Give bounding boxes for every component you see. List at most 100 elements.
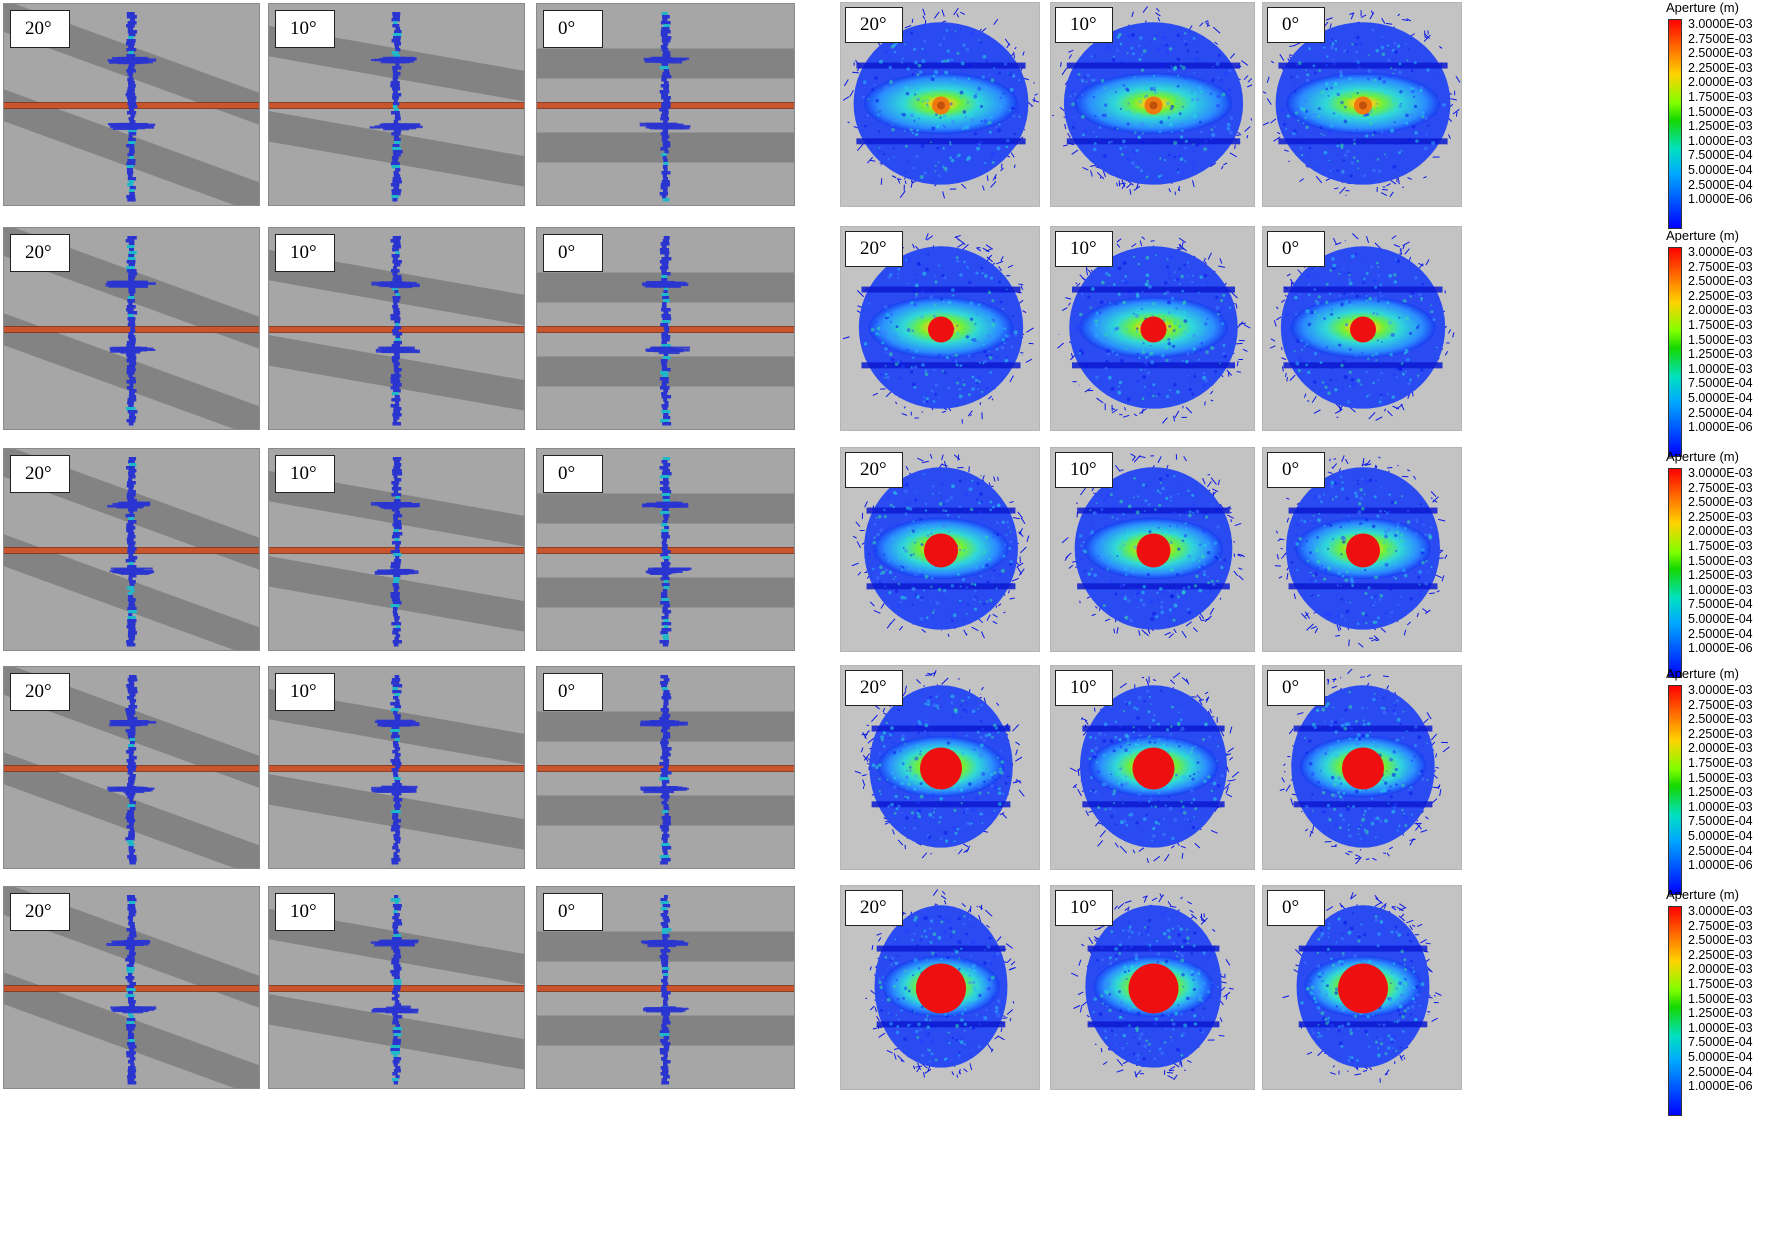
aperture-panel: 0°: [1262, 665, 1462, 870]
interface-band: [1077, 583, 1230, 590]
legend-tick-label: 7.5000E-04: [1688, 597, 1753, 612]
geometry-panel: 0°: [536, 666, 795, 869]
hydraulic-fracture: [371, 236, 420, 426]
aperture-map: [1269, 233, 1455, 421]
geometry-drawing: [537, 236, 794, 426]
legend-tick-label: 1.5000E-03: [1688, 991, 1753, 1006]
legend-tick-label: 2.7500E-03: [1688, 918, 1753, 933]
aperture-map: [865, 889, 1016, 1078]
angle-label: 10°: [275, 10, 335, 48]
legend-colorbar: [1668, 19, 1682, 229]
legend-tick-label: 1.7500E-03: [1688, 977, 1753, 991]
geometry-panel: 10°: [268, 886, 525, 1089]
aperture-panel: 0°: [1262, 447, 1462, 652]
interface-band: [1283, 286, 1443, 293]
angle-label: 10°: [275, 234, 335, 272]
angle-label: 0°: [543, 893, 603, 931]
interface-band: [871, 801, 1011, 808]
legend-tick-label: 2.0000E-03: [1688, 303, 1753, 318]
aperture-map: [1274, 455, 1448, 648]
interface-band: [861, 286, 1021, 293]
legend-tick-label: 1.0000E-03: [1688, 133, 1753, 148]
legend-tick-label: 5.0000E-04: [1688, 1050, 1753, 1064]
hydraulic-fracture: [641, 895, 689, 1085]
hydraulic-fracture: [107, 12, 157, 202]
hydraulic-fracture: [371, 675, 420, 865]
legend-tick-label: 2.5000E-03: [1688, 46, 1753, 61]
interface-band: [1071, 362, 1236, 369]
interface-band: [876, 1021, 1006, 1028]
geometry-drawing: [537, 895, 794, 1085]
legend-tick-label: 2.7500E-03: [1688, 697, 1753, 712]
angle-label: 10°: [1055, 7, 1113, 43]
geometry-drawing: [537, 12, 794, 202]
legend-title: Aperture (m): [1666, 228, 1739, 243]
legend-colorbar: [1668, 685, 1682, 895]
angle-label: 20°: [845, 7, 903, 43]
angle-label: 20°: [845, 452, 903, 488]
angle-label: 20°: [10, 234, 70, 272]
angle-label: 20°: [845, 670, 903, 706]
legend-tick-label: 7.5000E-04: [1688, 814, 1753, 829]
legend-tick-label: 1.0000E-03: [1688, 1020, 1753, 1035]
legend-tick-label: 1.7500E-03: [1688, 756, 1753, 770]
legend-tick-label: 2.0000E-03: [1688, 741, 1753, 756]
aperture-map: [1069, 672, 1240, 864]
bedding-layer: [4, 489, 259, 650]
legend-colorbar: [1668, 906, 1682, 1116]
angle-label: 20°: [10, 673, 70, 711]
angle-label: 0°: [1267, 670, 1325, 706]
hydraulic-fracture: [639, 12, 691, 202]
bedding-layer: [269, 533, 524, 650]
legend-tick-label: 2.0000E-03: [1688, 75, 1753, 90]
angle-label: 0°: [1267, 7, 1325, 43]
legend-tick-label: 2.5000E-03: [1688, 495, 1753, 510]
legend-tick-label: 5.0000E-04: [1688, 391, 1753, 405]
max-aperture-zone: [916, 963, 966, 1014]
aperture-legend: Aperture (m) 3.0000E-03 2.7500E-03 2.5000E-…: [1660, 0, 1770, 230]
aperture-map: [851, 453, 1030, 639]
legend-tick-label: 2.5000E-03: [1688, 933, 1753, 948]
angle-label: 0°: [1267, 452, 1325, 488]
hydraulic-fracture: [107, 457, 155, 647]
max-aperture-zone: [1132, 747, 1175, 790]
legend-tick-label: 1.2500E-03: [1688, 119, 1753, 134]
geometry-panel: 20°: [3, 666, 260, 869]
interface-band: [1077, 507, 1230, 514]
bedding-layer: [4, 927, 259, 1088]
legend-tick-label: 2.5000E-04: [1688, 177, 1753, 192]
hydraulic-fracture: [370, 457, 420, 647]
aperture-panel: 10°: [1050, 2, 1255, 207]
bedding-layer: [269, 971, 524, 1088]
legend-tick-label: 1.0000E-06: [1688, 192, 1753, 207]
legend-tick-label: 1.2500E-03: [1688, 785, 1753, 800]
angle-label: 0°: [1267, 231, 1325, 267]
geometry-panel: 10°: [268, 448, 525, 651]
max-aperture-zone: [920, 747, 962, 790]
legend-tick-label: 1.2500E-03: [1688, 347, 1753, 362]
aperture-map: [1282, 892, 1442, 1083]
legend-tick-label: 3.0000E-03: [1688, 904, 1753, 918]
legend-title: Aperture (m): [1666, 887, 1739, 902]
legend-tick-label: 2.5000E-03: [1688, 712, 1753, 727]
legend-tick-label: 1.0000E-03: [1688, 361, 1753, 376]
aperture-panel: 20°: [840, 2, 1040, 207]
legend-tick-label: 1.7500E-03: [1688, 318, 1753, 332]
geometry-panel: 0°: [536, 886, 795, 1089]
angle-label: 20°: [845, 890, 903, 926]
aperture-map: [1051, 6, 1253, 195]
angle-label: 20°: [10, 893, 70, 931]
interface-band: [1288, 507, 1438, 514]
bedding-layer: [4, 44, 259, 205]
interface-band: [1066, 138, 1241, 145]
bedding-layer: [4, 707, 259, 868]
legend-tick-label: 1.5000E-03: [1688, 553, 1753, 568]
geometry-panel: 10°: [268, 666, 525, 869]
max-aperture-zone: [928, 316, 954, 343]
legend-tick-label: 7.5000E-04: [1688, 148, 1753, 163]
legend-tick-label: 2.0000E-03: [1688, 524, 1753, 539]
geometry-panel: 20°: [3, 448, 260, 651]
hydraulic-fracture: [641, 457, 692, 647]
angle-label: 10°: [275, 673, 335, 711]
legend-tick-label: 2.7500E-03: [1688, 480, 1753, 495]
